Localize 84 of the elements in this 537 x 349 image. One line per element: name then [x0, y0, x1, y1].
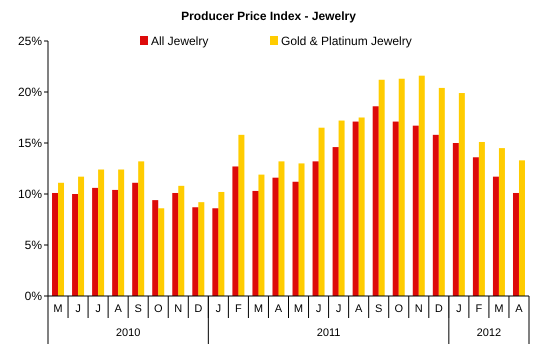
- bar: [298, 163, 305, 296]
- x-tick-label: J: [336, 303, 342, 315]
- x-tick-label: O: [154, 303, 163, 315]
- legend-label: All Jewelry: [151, 34, 208, 48]
- y-tick-label: 10%: [18, 187, 42, 201]
- bar: [472, 157, 479, 296]
- bar: [132, 182, 138, 296]
- x-tick-label: J: [216, 303, 222, 315]
- x-tick-label: D: [434, 303, 443, 315]
- x-tick-label: A: [274, 303, 283, 315]
- bar: [178, 186, 184, 296]
- bar: [192, 207, 198, 296]
- y-tick-label: 0%: [24, 289, 42, 303]
- bar: [52, 192, 58, 296]
- bar: [492, 176, 499, 296]
- x-tick-label: J: [316, 303, 322, 315]
- x-tick-label: D: [194, 303, 202, 315]
- bar: [458, 93, 465, 296]
- x-tick-label: M: [53, 303, 63, 315]
- x-tick-label: J: [75, 303, 81, 315]
- x-tick-label: S: [134, 303, 142, 315]
- x-tick-label: N: [414, 303, 423, 315]
- bar: [158, 208, 164, 296]
- x-tick-label: F: [476, 303, 483, 315]
- y-tick-label: 5%: [24, 238, 42, 252]
- bar: [338, 120, 345, 296]
- legend-label: Gold & Platinum Jewelry: [281, 34, 412, 48]
- bar: [358, 118, 365, 296]
- bar: [412, 126, 419, 296]
- bar: [332, 147, 339, 296]
- bar: [58, 182, 64, 296]
- y-tick-label: 20%: [18, 85, 42, 99]
- bar: [512, 192, 519, 296]
- bar: [312, 161, 319, 296]
- y-tick-label: 15%: [18, 136, 42, 150]
- bar: [118, 170, 124, 296]
- bar: [352, 122, 359, 296]
- bar: [272, 178, 278, 296]
- bar: [278, 161, 284, 296]
- y-tick-label: 25%: [18, 34, 42, 48]
- x-tick-label: O: [394, 303, 404, 315]
- chart-title: Producer Price Index - Jewelry: [181, 9, 356, 23]
- text: 2012: [476, 327, 502, 339]
- bar: [292, 182, 299, 296]
- bar: [138, 161, 144, 296]
- bar: [98, 170, 104, 296]
- x-tick-label: J: [95, 303, 101, 315]
- bar: [392, 122, 399, 296]
- bar: [432, 134, 439, 296]
- x-tick-label: S: [375, 303, 382, 315]
- bar: [72, 194, 78, 296]
- text: 2010: [116, 327, 140, 339]
- x-tick-label: A: [114, 303, 122, 315]
- x-tick-label: A: [354, 303, 363, 315]
- bar: [232, 166, 238, 296]
- bar: [258, 174, 264, 296]
- bar: [372, 106, 379, 296]
- bar: [518, 160, 525, 296]
- bar: [318, 128, 325, 296]
- bar: [152, 200, 158, 296]
- bar: [92, 188, 98, 296]
- bar: [212, 208, 218, 296]
- x-tick-label: J: [456, 303, 462, 315]
- x-tick-label: M: [494, 303, 504, 315]
- bar: [198, 202, 204, 296]
- bar: [238, 134, 244, 296]
- bar: [78, 176, 84, 296]
- x-tick-label: M: [254, 303, 264, 315]
- bar: [252, 190, 258, 296]
- bar: [498, 148, 505, 296]
- bar: [438, 88, 445, 296]
- x-tick-label: F: [235, 303, 242, 315]
- bar: [112, 190, 118, 296]
- bar: [378, 80, 385, 296]
- x-tick-label: A: [515, 303, 524, 315]
- bar: [478, 142, 485, 296]
- bar: [452, 143, 459, 296]
- bar: [418, 76, 425, 296]
- text: 2011: [316, 327, 340, 339]
- x-tick-label: N: [174, 303, 182, 315]
- bar: [218, 192, 224, 296]
- x-tick-label: M: [294, 303, 304, 315]
- bar: [172, 192, 178, 296]
- bar: [398, 78, 405, 296]
